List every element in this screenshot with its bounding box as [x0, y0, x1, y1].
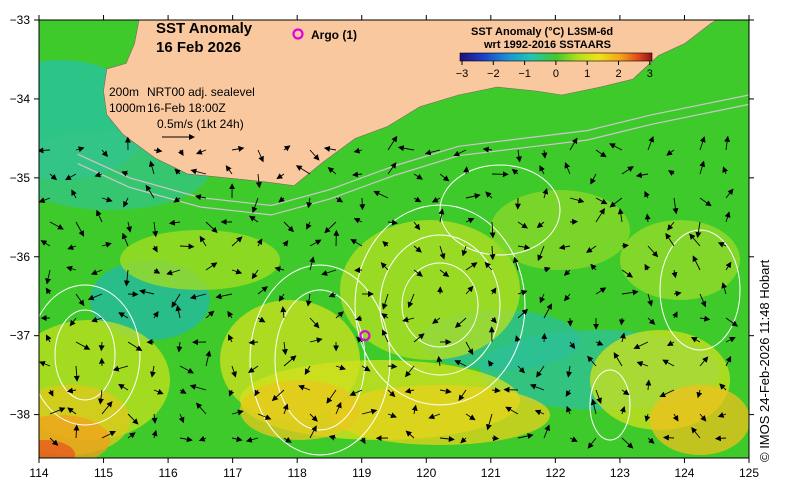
current-arrow — [621, 318, 622, 325]
argo-legend-label: Argo (1) — [311, 28, 357, 42]
colorbar-tick-label: 1 — [584, 68, 590, 80]
colorbar-tick-label: −3 — [456, 68, 469, 80]
x-tick-label: 115 — [94, 466, 113, 480]
map-title: SST Anomaly — [156, 20, 253, 37]
colorbar-tick-label: 0 — [553, 68, 559, 80]
sealevel-source-label: NRT00 adj. sealevel — [147, 85, 255, 99]
x-tick-label: 114 — [29, 466, 48, 480]
x-tick-label: 117 — [223, 466, 242, 480]
x-tick-label: 121 — [481, 466, 501, 480]
x-tick-label: 123 — [610, 466, 630, 480]
colorbar-tick-label: −1 — [518, 68, 531, 80]
current-arrow — [362, 198, 363, 209]
current-arrow — [544, 334, 545, 342]
colorbar-tick-label: 3 — [647, 68, 653, 80]
x-tick-label: 120 — [416, 466, 436, 480]
colorbar-title: SST Anomaly (°C) L3SM-6d — [471, 26, 613, 38]
y-tick-label: −33 — [10, 13, 31, 27]
y-tick-label: −35 — [10, 171, 31, 185]
x-tick-label: 122 — [545, 466, 565, 480]
depth-1000-label: 1000m — [109, 101, 146, 115]
time-label: 16-Feb 18:00Z — [147, 101, 226, 115]
depth-200-label: 200m — [109, 85, 139, 99]
y-tick-label: −36 — [10, 250, 31, 264]
sst-patch — [240, 380, 360, 440]
sst-patch — [490, 190, 630, 270]
y-tick-label: −34 — [10, 92, 31, 106]
y-tick-label: −37 — [10, 329, 31, 343]
colorbar-tick-label: 2 — [615, 68, 621, 80]
x-tick-label: 125 — [739, 466, 759, 480]
map-date: 16 Feb 2026 — [156, 39, 241, 56]
sst-patch — [330, 385, 550, 445]
x-tick-label: 119 — [352, 466, 371, 480]
sst-patch — [650, 385, 750, 455]
current-arrow — [664, 437, 674, 438]
colorbar-subtitle: wrt 1992-2016 SSTAARS — [483, 39, 611, 51]
imos-credit: © IMOS 24-Feb-2026 11:48 Hobart — [757, 260, 772, 462]
scale-label: 0.5m/s (1kt 24h) — [157, 117, 244, 131]
x-tick-label: 118 — [288, 466, 307, 480]
x-tick-label: 124 — [674, 466, 694, 480]
x-tick-label: 116 — [159, 466, 178, 480]
sst-patch — [620, 220, 740, 300]
colorbar — [460, 53, 652, 61]
colorbar-tick-label: −2 — [487, 68, 500, 80]
sst-patch — [120, 230, 280, 290]
y-tick-label: −38 — [10, 408, 31, 422]
current-arrow — [492, 438, 498, 439]
